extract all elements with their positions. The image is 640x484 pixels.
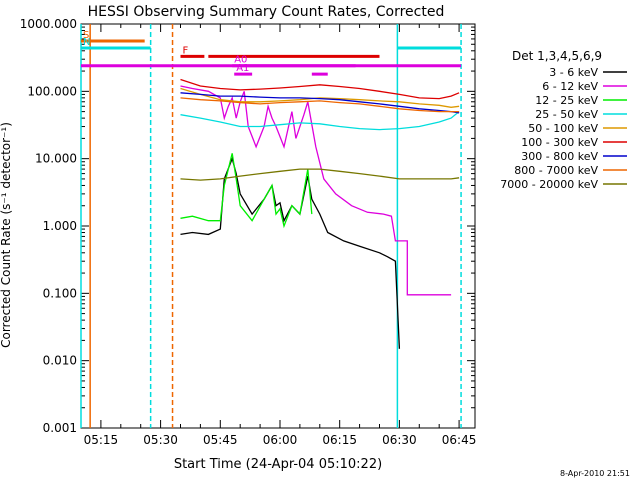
legend-label: 50 - 100 keV — [528, 122, 598, 135]
legend-title: Det 1,3,4,5,6,9 — [512, 49, 602, 63]
series-line — [180, 168, 460, 181]
series-line — [180, 97, 460, 113]
y-axis-label: Corrected Count Rate (s⁻¹ detector⁻¹) — [0, 122, 13, 348]
legend-label: 6 - 12 keV — [542, 80, 598, 93]
legend-label: 300 - 800 keV — [521, 150, 598, 163]
legend-label: 25 - 50 keV — [535, 108, 598, 121]
plot-area: 0.001 0.010 0.100 1.000 10.000 100.000 1000.00… — [20, 17, 627, 447]
legend-label: 12 - 25 keV — [535, 94, 598, 107]
series-line — [180, 153, 313, 229]
y-tick-label: 0.001 — [43, 421, 77, 435]
x-tick-label: 06:00 — [263, 433, 298, 447]
y-tick-label: 1000.000 — [20, 17, 77, 31]
flag-label: N — [83, 37, 90, 48]
legend-label: 3 - 6 keV — [549, 66, 598, 79]
legend-label: 7000 - 20000 keV — [500, 178, 598, 191]
series-line — [180, 78, 460, 100]
x-tick-label: 05:30 — [143, 433, 178, 447]
x-tick-label: 06:30 — [382, 433, 417, 447]
legend-label: 100 - 300 keV — [521, 136, 598, 149]
y-tick-label: 0.010 — [43, 354, 77, 368]
flag-label: A0 — [234, 55, 247, 66]
legend-label: 800 - 7000 keV — [514, 164, 598, 177]
series-line — [180, 87, 460, 108]
x-axis-label: Start Time (24-Apr-04 05:10:22) — [174, 457, 382, 472]
series-line — [180, 111, 460, 131]
series-line — [180, 92, 460, 114]
flag-label: S — [83, 30, 89, 41]
y-tick-label: 10.000 — [35, 152, 77, 166]
chart-title: HESSI Observing Summary Count Rates, Cor… — [88, 4, 445, 20]
y-tick-label: 1.000 — [43, 219, 77, 233]
flag-label: A1 — [236, 63, 249, 74]
flag-label: F — [182, 45, 188, 56]
x-tick-label: 05:15 — [84, 433, 119, 447]
series-line — [180, 156, 401, 349]
y-tick-label: 100.000 — [27, 84, 77, 98]
series-line — [180, 85, 452, 296]
x-tick-label: 05:45 — [203, 433, 238, 447]
y-tick-label: 0.100 — [43, 286, 77, 300]
generated-timestamp: 8-Apr-2010 21:51 — [560, 469, 630, 478]
x-tick-label: 06:15 — [322, 433, 357, 447]
x-tick-label: 06:45 — [442, 433, 477, 447]
